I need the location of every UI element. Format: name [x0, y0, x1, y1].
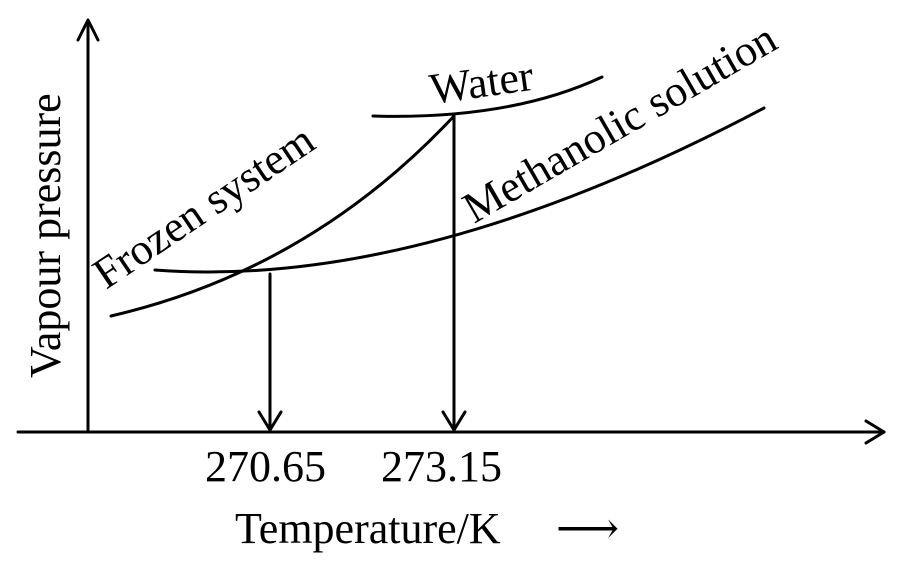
drop-arrowhead-273-15 [441, 410, 467, 432]
x-axis-arrowhead [864, 419, 886, 445]
tick-label-273-15: 273.15 [381, 442, 502, 491]
frozen-system-curve [109, 114, 456, 318]
water-curve [371, 75, 604, 118]
y-axis-arrowhead [76, 18, 100, 42]
drop-arrowhead-270-65 [257, 410, 283, 432]
y-axis-label: Vapour pressure [21, 93, 70, 378]
methanolic-solution-curve [153, 106, 766, 274]
tick-label-270-65: 270.65 [205, 442, 326, 491]
x-axis-label-arrow: ⟶ [556, 504, 619, 553]
x-axis-label: Temperature/K [235, 504, 501, 553]
